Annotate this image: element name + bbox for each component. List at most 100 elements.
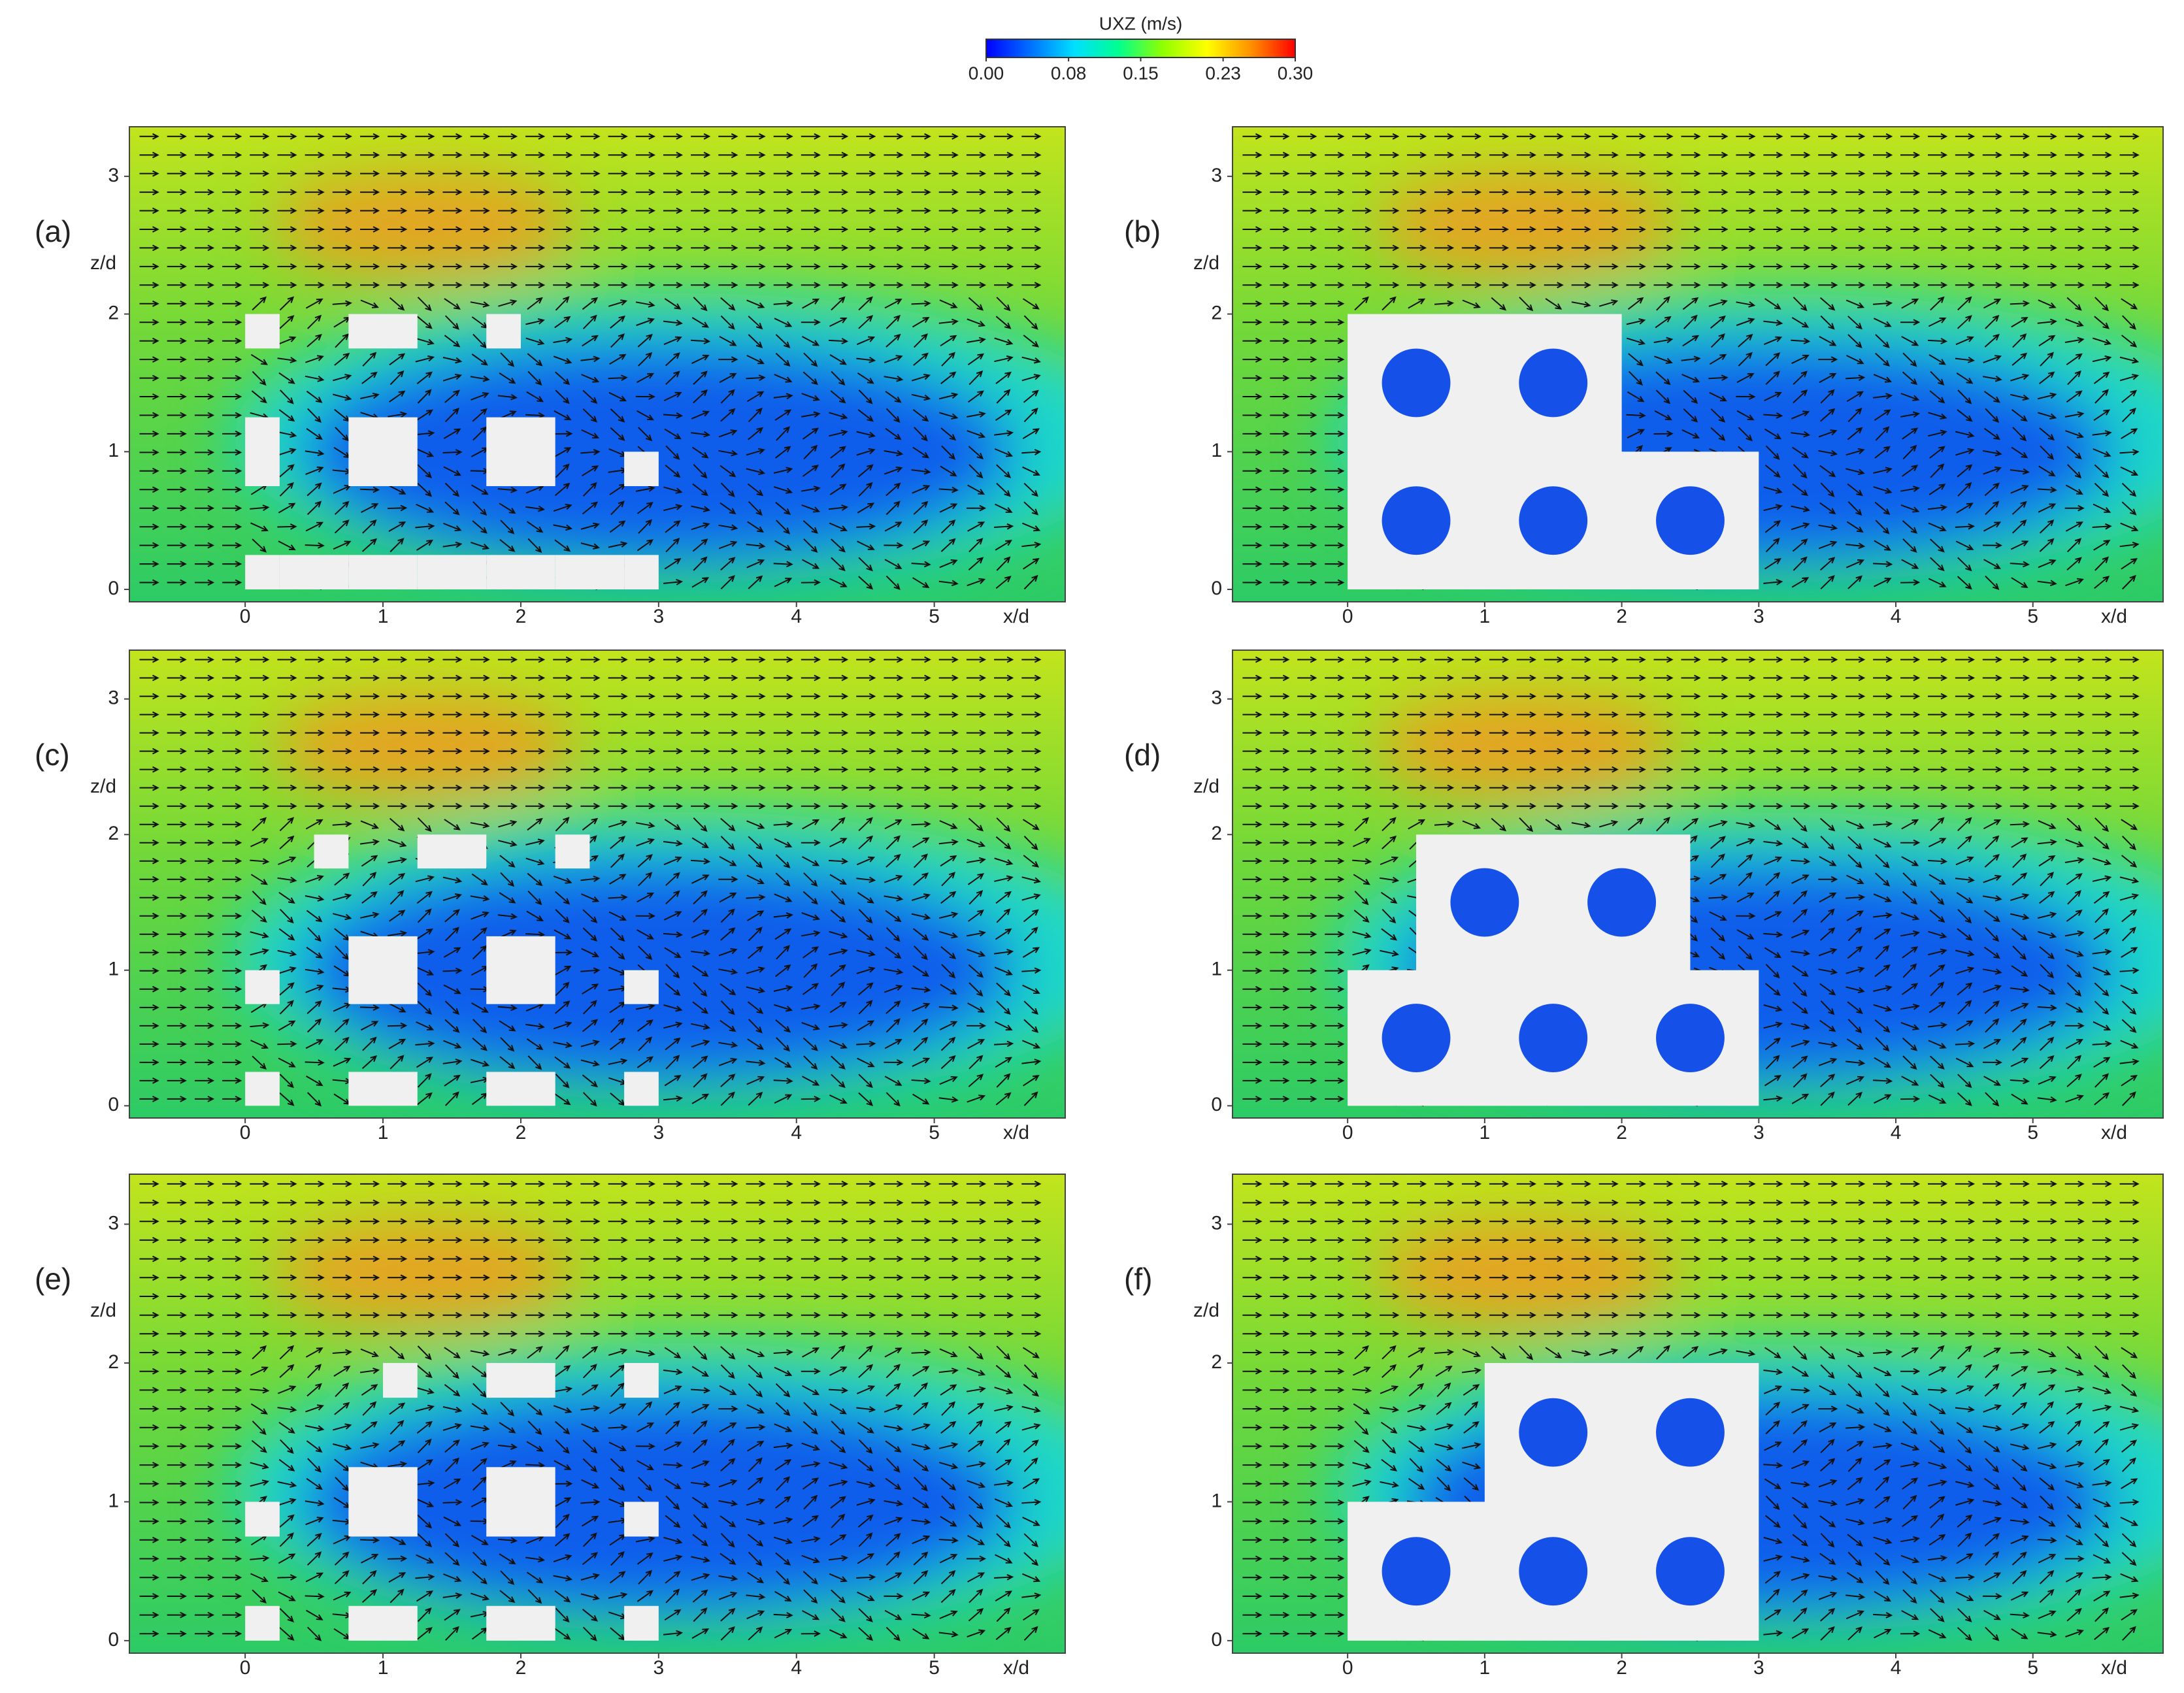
plot-frame	[129, 649, 1066, 1119]
x-tick-label: 3	[1753, 1657, 1764, 1679]
x-tick-label: 0	[240, 1122, 251, 1143]
y-tick-label: 0	[108, 578, 119, 599]
y-tick-label: 0	[108, 1094, 119, 1115]
cylinder	[1519, 348, 1588, 418]
obstacle	[245, 970, 280, 1004]
x-axis-label: x/d	[1003, 1657, 1029, 1679]
obstacle	[245, 1502, 280, 1537]
x-tick-label: 1	[1480, 1657, 1491, 1679]
x-axis-label: x/d	[2101, 606, 2127, 627]
high-speed-region	[1375, 172, 1677, 277]
x-tick-label: 0	[1342, 606, 1353, 627]
cylinder	[1587, 868, 1657, 937]
colorbar-tick-label: 0.15	[1123, 63, 1159, 83]
obstacle	[624, 555, 659, 590]
obstacle	[245, 1605, 280, 1641]
velocity-field	[129, 1174, 1065, 1653]
obstacle	[245, 417, 280, 486]
panel-label: (f)	[1124, 1262, 1152, 1296]
obstacle	[314, 834, 349, 869]
cylinder	[1450, 868, 1519, 937]
x-tick-label: 2	[1616, 1122, 1627, 1143]
y-axis-label: z/d	[1193, 252, 1219, 274]
panel: 0 1 2 3 4 5 0 1 2 3 x/d z/d (a)	[35, 126, 1066, 627]
panel: 0 1 2 3 4 5 0 1 2 3 x/d z/d (f)	[1124, 1174, 2164, 1679]
obstacle	[624, 452, 659, 486]
obstacle	[348, 417, 418, 486]
plot-frame	[129, 1174, 1066, 1654]
x-tick-label: 4	[791, 1657, 802, 1679]
obstacle	[624, 1072, 659, 1106]
colorbar-tick-label: 0.08	[1051, 63, 1087, 83]
panel: 0 1 2 3 4 5 0 1 2 3 x/d z/d (e)	[35, 1174, 1066, 1679]
high-speed-region	[273, 694, 576, 799]
y-tick-label: 2	[108, 1351, 119, 1373]
y-axis-label: z/d	[90, 252, 116, 274]
x-tick-label: 4	[791, 1122, 802, 1143]
colorbar-tick-label: 0.23	[1205, 63, 1241, 83]
x-tick-label: 4	[791, 606, 802, 627]
x-tick-label: 1	[1480, 1122, 1491, 1143]
y-axis-label: z/d	[90, 1300, 116, 1321]
y-tick-label: 0	[108, 1629, 119, 1651]
x-tick-label: 3	[1753, 1122, 1764, 1143]
x-tick-label: 0	[240, 1657, 251, 1679]
obstacle	[624, 1502, 659, 1537]
obstacle	[555, 555, 625, 590]
plot-frame	[1232, 126, 2164, 602]
y-tick-label: 1	[1211, 1490, 1222, 1511]
x-tick-label: 0	[240, 606, 251, 627]
obstacle	[417, 555, 487, 590]
obstacle	[348, 314, 418, 349]
y-axis-label: z/d	[1193, 1300, 1219, 1321]
y-tick-label: 2	[108, 823, 119, 844]
obstacle	[486, 555, 555, 590]
cylinder	[1382, 486, 1451, 555]
velocity-vectors	[139, 1181, 1042, 1641]
y-tick-label: 0	[1211, 1629, 1222, 1651]
y-axis-label: z/d	[90, 776, 116, 797]
y-tick-label: 0	[1211, 578, 1222, 599]
obstacle	[279, 555, 349, 590]
high-speed-region	[1375, 694, 1677, 799]
obstacle	[486, 314, 521, 349]
x-tick-label: 1	[378, 1122, 389, 1143]
cylinder	[1519, 486, 1588, 555]
x-tick-label: 2	[516, 606, 527, 627]
x-tick-label: 1	[1480, 606, 1491, 627]
velocity-vectors	[139, 656, 1042, 1107]
obstacle	[245, 555, 280, 590]
cylinder	[1519, 1004, 1588, 1072]
plot-frame	[1232, 1174, 2164, 1654]
x-axis-label: x/d	[2101, 1122, 2127, 1143]
panel: 0 1 2 3 4 5 0 1 2 3 x/d z/d (b)	[1124, 126, 2164, 627]
x-axis-label: x/d	[1003, 1122, 1029, 1143]
obstacle	[348, 1605, 418, 1641]
colorbar-title: UXZ (m/s)	[1099, 13, 1183, 33]
y-tick-label: 2	[1211, 303, 1222, 324]
obstacle	[624, 1362, 659, 1398]
velocity-field	[1233, 650, 2163, 1118]
x-tick-label: 5	[2027, 1122, 2038, 1143]
obstacle	[624, 1605, 659, 1641]
panel-label: (e)	[35, 1262, 71, 1296]
colorbar	[985, 39, 1296, 58]
x-tick-label: 4	[1891, 1657, 1902, 1679]
x-tick-label: 2	[1616, 606, 1627, 627]
x-axis-label: x/d	[1003, 606, 1029, 627]
colorbar-tick-label: 0.30	[1278, 63, 1314, 83]
cylinder	[1382, 1537, 1451, 1606]
cylinder	[1519, 1398, 1588, 1467]
cylinder	[1656, 1537, 1725, 1606]
y-tick-label: 3	[1211, 1212, 1222, 1234]
x-tick-label: 2	[1616, 1657, 1627, 1679]
x-tick-label: 5	[2027, 606, 2038, 627]
velocity-field	[1233, 1174, 2163, 1653]
y-tick-label: 3	[108, 687, 119, 709]
velocity-field	[129, 127, 1065, 602]
obstacle	[486, 936, 555, 1004]
y-tick-label: 3	[1211, 165, 1222, 186]
obstacle	[486, 417, 555, 486]
obstacle	[555, 834, 590, 869]
